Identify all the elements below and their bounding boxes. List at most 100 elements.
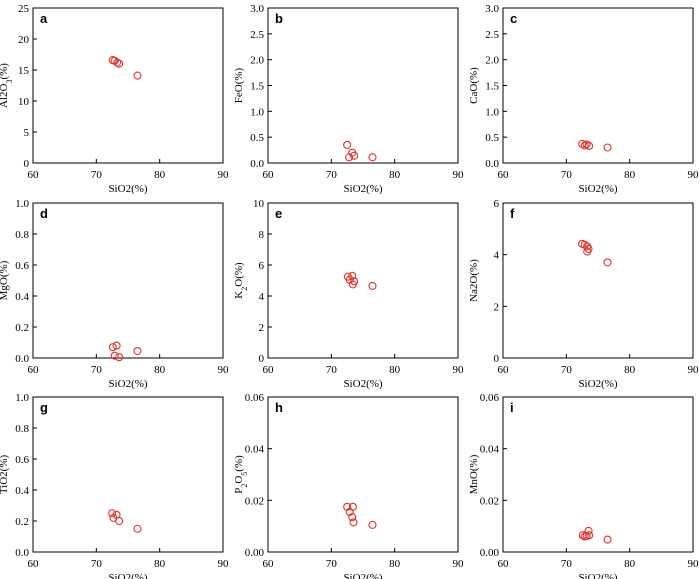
panel-letter: b	[275, 11, 283, 26]
y-tick-label: 3.0	[485, 3, 499, 15]
y-tick-label: 6	[259, 260, 265, 272]
y-tick-label: 0.06	[480, 392, 500, 404]
y-tick-label: 4	[259, 291, 265, 303]
data-point	[603, 143, 612, 152]
x-tick-label: 90	[688, 169, 700, 181]
y-tick-label: 0.02	[245, 495, 264, 507]
y-axis-title: TiO2(%)	[0, 455, 10, 495]
y-tick-label: 0.0	[15, 547, 29, 559]
y-axis-title: P2O5(%)	[233, 455, 249, 494]
data-point	[603, 258, 612, 267]
data-point	[585, 531, 594, 540]
y-tick-label: 2.0	[250, 55, 264, 67]
y-tick-label: 0.5	[250, 132, 264, 144]
data-point	[368, 281, 377, 290]
panel-letter: e	[275, 206, 282, 221]
x-axis-title: SiO2(%)	[343, 572, 382, 579]
panel-f: 60 70 80 90 0 2 4 6 SiO2(%) Na2O(%) f	[468, 198, 699, 390]
data-point	[603, 535, 612, 544]
panel-letter: g	[40, 400, 48, 415]
y-axis-title: Al2O3(%)	[0, 63, 14, 108]
x-tick-label: 80	[154, 169, 166, 181]
data-point	[115, 353, 124, 362]
x-axis-title: SiO2(%)	[108, 378, 147, 390]
plot-frame	[502, 396, 694, 553]
x-tick-label: 70	[91, 558, 103, 570]
x-tick-label: 80	[624, 558, 636, 570]
y-tick-label: 1.0	[15, 392, 29, 404]
y-tick-label: 1.0	[15, 198, 29, 210]
y-tick-label: 1.0	[250, 106, 264, 118]
data-point	[112, 341, 121, 350]
x-tick-label: 80	[624, 364, 636, 376]
y-tick-label: 5	[24, 127, 30, 139]
x-axis-title: SiO2(%)	[343, 378, 382, 390]
panel-e: 60 70 80 90 0 2 4 6 8 10 SiO2(%) K2O(%) e	[233, 198, 464, 390]
x-tick-label: 60	[28, 364, 40, 376]
data-point	[578, 531, 587, 540]
x-tick-label: 80	[154, 558, 166, 570]
panel-h: 60 70 80 90 0.00 0.02 0.04 0.06 SiO2(%) P2O5(%) h	[233, 392, 464, 579]
data-point	[368, 520, 377, 529]
y-tick-label: 8	[259, 229, 265, 241]
y-axis-title: MnO(%)	[468, 454, 480, 494]
data-point	[348, 513, 357, 522]
x-tick-label: 80	[624, 169, 636, 181]
x-tick-label: 90	[453, 364, 465, 376]
data-point	[583, 247, 592, 256]
y-tick-label: 0.0	[485, 158, 499, 170]
data-point	[133, 71, 142, 80]
y-tick-label: 1.5	[250, 81, 264, 93]
y-tick-label: 0.2	[15, 322, 29, 334]
y-tick-label: 1.0	[485, 106, 499, 118]
x-tick-label: 60	[498, 558, 510, 570]
data-point	[343, 140, 352, 149]
data-point	[108, 509, 117, 518]
panel-letter: a	[40, 11, 48, 26]
data-point	[585, 141, 594, 150]
panel-letter: c	[510, 11, 517, 26]
x-tick-label: 90	[453, 558, 465, 570]
x-tick-label: 80	[154, 364, 166, 376]
data-point	[133, 346, 142, 356]
panel-d: 60 70 80 90 0.0 0.2 0.4 0.6 0.8 1.0 SiO2(%) MgO(%) d	[0, 198, 229, 390]
y-tick-label: 2	[259, 322, 265, 334]
y-tick-label: 0.6	[15, 454, 29, 466]
x-tick-label: 60	[498, 364, 510, 376]
y-tick-label: 0.8	[15, 229, 29, 241]
y-tick-label: 0.5	[485, 132, 499, 144]
plot-frame	[32, 202, 224, 359]
data-point	[584, 526, 593, 535]
y-tick-label: 0.04	[480, 444, 500, 456]
panel-letter: i	[510, 400, 514, 415]
y-tick-label: 2	[494, 301, 500, 313]
data-point	[115, 59, 124, 68]
y-tick-label: 0.4	[15, 485, 29, 497]
panel-i: 60 70 80 90 0.00 0.02 0.04 0.06 SiO2(%) MnO(%) i	[468, 392, 699, 579]
x-axis-title: SiO2(%)	[343, 183, 382, 195]
x-tick-label: 60	[498, 169, 510, 181]
panel-b: 60 70 80 90 0.0 0.5 1.0 1.5 2.0 2.5 3.0 SiO2(%) FeO(…	[233, 3, 464, 195]
x-axis-title: SiO2(%)	[578, 183, 617, 195]
y-tick-label: 4	[494, 250, 500, 262]
y-tick-label: 2.0	[485, 55, 499, 67]
y-tick-label: 15	[18, 65, 30, 77]
data-point	[133, 524, 142, 533]
x-axis-title: SiO2(%)	[108, 572, 147, 579]
y-tick-label: 10	[18, 96, 30, 108]
y-tick-label: 6	[494, 198, 500, 210]
x-tick-label: 70	[561, 558, 573, 570]
y-tick-label: 3.0	[250, 3, 264, 15]
y-tick-label: 0.4	[15, 291, 29, 303]
data-point	[348, 280, 357, 289]
data-point	[115, 516, 124, 526]
data-point	[343, 502, 352, 511]
x-tick-label: 80	[389, 558, 401, 570]
y-tick-label: 2.5	[250, 29, 264, 41]
y-tick-label: 0.04	[245, 444, 265, 456]
x-tick-label: 90	[218, 558, 230, 570]
x-tick-label: 80	[389, 169, 401, 181]
y-tick-label: 0.00	[245, 547, 265, 559]
y-tick-label: 0.8	[15, 423, 29, 435]
x-tick-label: 70	[561, 169, 573, 181]
